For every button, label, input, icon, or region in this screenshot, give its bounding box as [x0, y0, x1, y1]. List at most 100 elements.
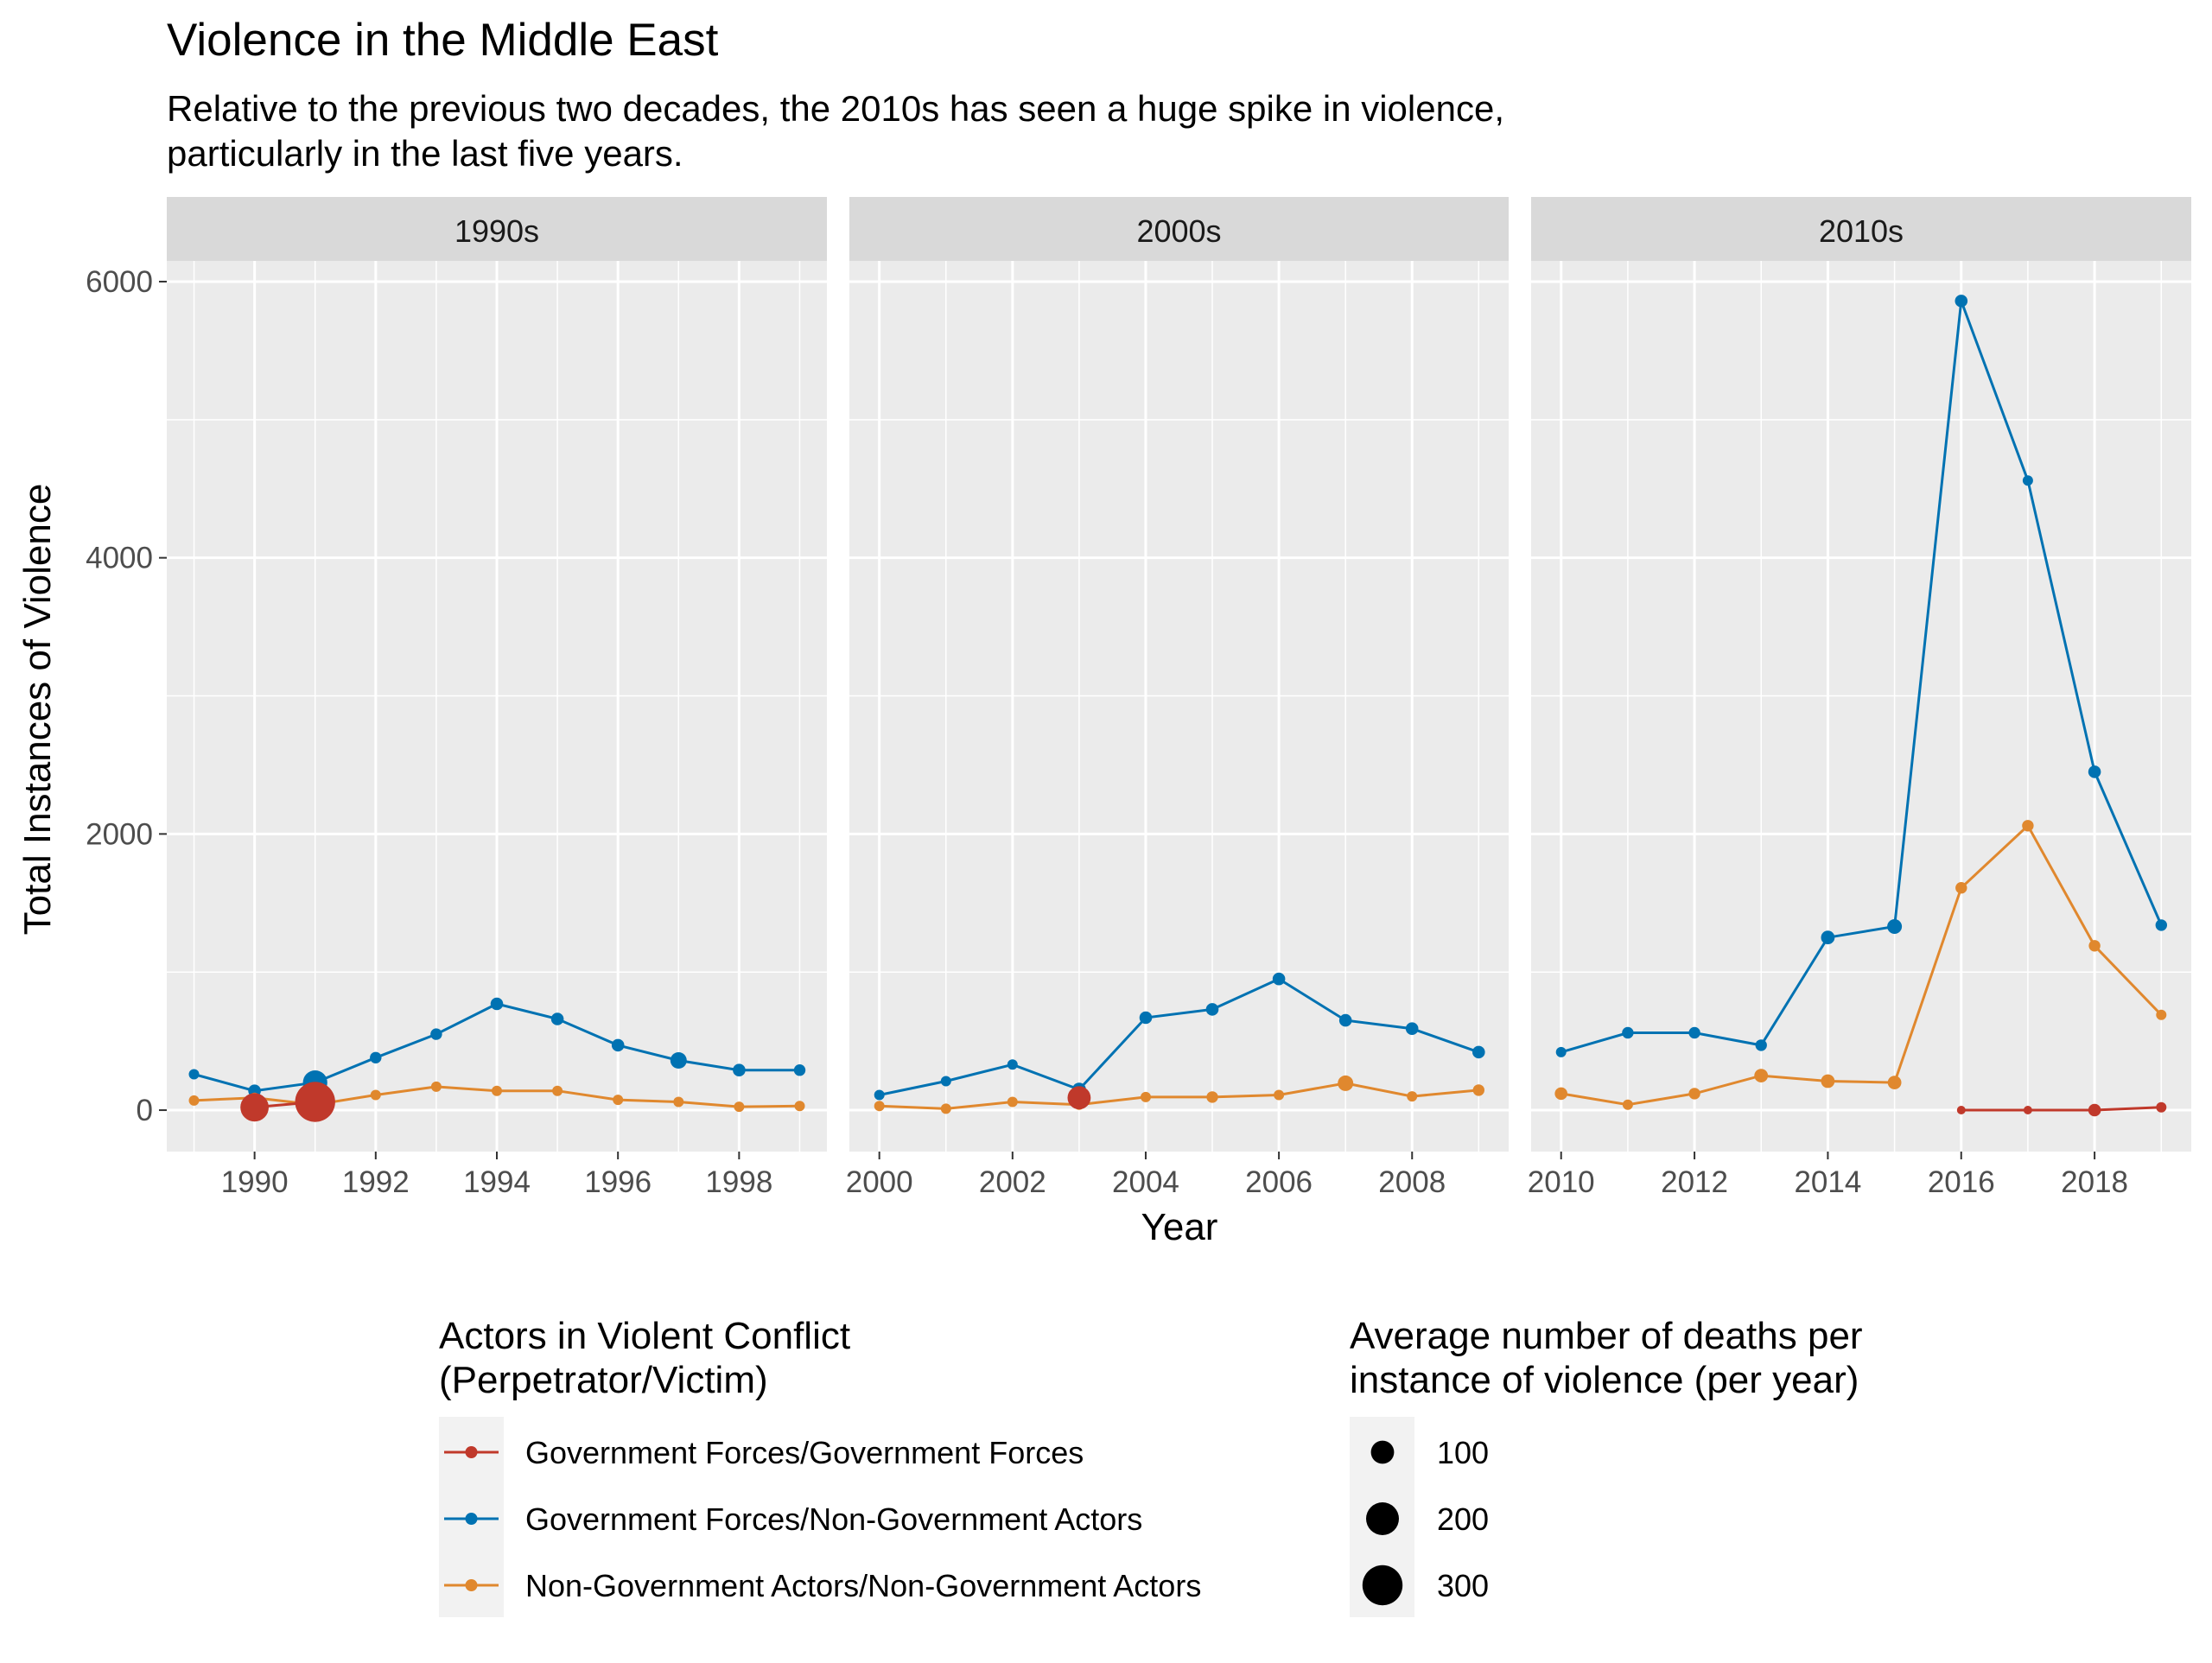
- x-tick-label: 1990: [221, 1165, 289, 1199]
- legend-size-label: 300: [1437, 1568, 1489, 1603]
- legend-size-key-200: 200: [1366, 1501, 1489, 1537]
- x-tick-label: 1998: [705, 1165, 772, 1199]
- data-point-nongov_nongov: [1274, 1089, 1285, 1101]
- legend-actors-title-line-2: (Perpetrator/Victim): [439, 1359, 768, 1401]
- data-point-gov_gov: [295, 1082, 335, 1122]
- data-point-gov_nongov: [1622, 1026, 1634, 1039]
- gridlines-2010s: [1531, 261, 2191, 1152]
- data-point-gov_nongov: [1555, 1046, 1567, 1057]
- facet-panel-1990s: 1990s 1990 1992 1994 1996 1998: [167, 197, 827, 1199]
- data-point-nongov_nongov: [1887, 1076, 1902, 1089]
- data-point-gov_gov: [1067, 1086, 1091, 1110]
- data-point-gov_nongov: [1338, 1013, 1352, 1027]
- series-gov_nongov-2010s: [1555, 295, 2167, 1057]
- data-point-nongov_nongov: [794, 1101, 805, 1112]
- data-point-nongov_nongov: [552, 1085, 563, 1096]
- data-point-gov_gov: [1956, 1106, 1966, 1114]
- data-point-nongov_nongov: [1754, 1069, 1769, 1082]
- y-tick-label: 2000: [86, 817, 153, 851]
- facet-panel-2000s: 2000s 2000 2002 2004 2006 2008: [846, 197, 1509, 1199]
- legend-size-keys: 100 200 300: [1350, 1417, 1489, 1617]
- y-tick-label: 4000: [86, 542, 153, 575]
- data-point-nongov_nongov: [1206, 1091, 1218, 1103]
- data-point-gov_nongov: [490, 997, 504, 1011]
- data-point-nongov_nongov: [1955, 881, 1967, 894]
- legend-key-nongov_nongov: Non-Government Actors/Non-Government Act…: [444, 1568, 1201, 1603]
- data-point-nongov_nongov: [492, 1085, 502, 1096]
- data-point-nongov_nongov: [1688, 1088, 1700, 1100]
- x-tick-label: 2000: [846, 1165, 913, 1199]
- facet-strip-1990s: [167, 197, 827, 261]
- facet-strip-2010s: [1531, 197, 2191, 261]
- series-line-gov_gov: [1961, 1106, 2162, 1112]
- x-tick-label: 2016: [1928, 1165, 1995, 1199]
- legend-key-gov_gov: Government Forces/Government Forces: [444, 1435, 1084, 1470]
- series-line-gov_nongov: [1560, 300, 2163, 1054]
- legend-size-key-300: 300: [1362, 1565, 1489, 1606]
- data-point-gov_nongov: [670, 1052, 687, 1069]
- data-point-gov_nongov: [1405, 1022, 1419, 1035]
- data-point-nongov_nongov: [430, 1081, 442, 1092]
- facet-strip-label-2000s: 2000s: [1136, 213, 1221, 249]
- legend-key-point: [465, 1446, 478, 1458]
- series-nongov_nongov-2000s: [874, 1075, 1485, 1114]
- legend-actors-keys: Government Forces/Government Forces Gover…: [439, 1417, 1201, 1617]
- series-gov_gov-2010s: [1956, 1101, 2167, 1117]
- data-point-nongov_nongov: [2022, 820, 2034, 832]
- data-point-nongov_nongov: [673, 1096, 684, 1108]
- data-point-gov_nongov: [1955, 295, 1968, 308]
- data-point-nongov_nongov: [613, 1095, 624, 1106]
- data-point-nongov_nongov: [1821, 1074, 1835, 1089]
- series-line-nongov_nongov: [1560, 823, 2163, 1107]
- data-point-nongov_nongov: [1007, 1096, 1018, 1108]
- data-point-gov_nongov: [2155, 919, 2167, 931]
- data-point-nongov_nongov: [874, 1101, 885, 1112]
- series-nongov_nongov-2010s: [1554, 820, 2167, 1110]
- series-gov_gov-1990s: [240, 1082, 335, 1122]
- legend-size-circle: [1362, 1565, 1403, 1606]
- data-point-nongov_nongov: [734, 1101, 745, 1113]
- data-point-gov_gov: [2156, 1101, 2167, 1113]
- data-point-gov_nongov: [2022, 475, 2033, 486]
- data-point-nongov_nongov: [2088, 940, 2101, 952]
- x-tick-label: 1994: [463, 1165, 531, 1199]
- facet-strip-2000s: [849, 197, 1509, 261]
- x-tick-label: 2010: [1528, 1165, 1595, 1199]
- y-tick-label: 6000: [86, 265, 153, 299]
- series-nongov_nongov-1990s: [188, 1081, 805, 1113]
- chart-subtitle-line-2: particularly in the last five years.: [167, 133, 683, 174]
- legend-key-gov_nongov: Government Forces/Non-Government Actors: [444, 1501, 1142, 1537]
- gridlines-2000s: [849, 261, 1509, 1152]
- series-gov_gov-2000s: [1067, 1086, 1091, 1110]
- legend-key-point: [465, 1513, 478, 1525]
- x-axis-ticks-1990s: 1990 1992 1994 1996 1998: [221, 1152, 772, 1199]
- y-axis-title: Total Instances of Violence: [16, 484, 59, 936]
- data-point-nongov_nongov: [188, 1095, 200, 1106]
- x-axis-ticks-2000s: 2000 2002 2004 2006 2008: [846, 1152, 1446, 1199]
- data-point-gov_nongov: [430, 1028, 442, 1040]
- facet-strip-label-2010s: 2010s: [1819, 213, 1904, 249]
- legend-actors: Actors in Violent Conflict (Perpetrator/…: [439, 1315, 1201, 1617]
- legend-key-label: Non-Government Actors/Non-Government Act…: [525, 1568, 1201, 1603]
- data-point-nongov_nongov: [1141, 1091, 1151, 1102]
- x-tick-label: 1996: [584, 1165, 652, 1199]
- data-point-nongov_nongov: [1554, 1087, 1567, 1101]
- chart-subtitle-line-1: Relative to the previous two decades, th…: [167, 88, 1504, 129]
- panel-background-2000s: [849, 261, 1509, 1152]
- data-point-gov_nongov: [1205, 1003, 1219, 1016]
- data-point-nongov_nongov: [1472, 1084, 1485, 1096]
- data-point-gov_nongov: [188, 1069, 200, 1080]
- data-point-gov_nongov: [793, 1064, 806, 1076]
- facet-panel-2010s: 2010s 2010 2012 2014 2016 2018: [1528, 197, 2191, 1199]
- data-point-gov_nongov: [611, 1038, 625, 1052]
- x-axis-ticks-2010s: 2010 2012 2014 2016 2018: [1528, 1152, 2128, 1199]
- x-tick-label: 2002: [979, 1165, 1046, 1199]
- data-point-gov_nongov: [1139, 1011, 1153, 1025]
- legend-actors-title-line-1: Actors in Violent Conflict: [439, 1315, 850, 1357]
- data-point-nongov_nongov: [2156, 1009, 2167, 1020]
- data-point-nongov_nongov: [1338, 1075, 1354, 1091]
- legend-size-circle: [1366, 1502, 1399, 1535]
- legend-key-label: Government Forces/Non-Government Actors: [525, 1501, 1142, 1537]
- y-axis: 0 2000 4000 6000: [86, 265, 167, 1127]
